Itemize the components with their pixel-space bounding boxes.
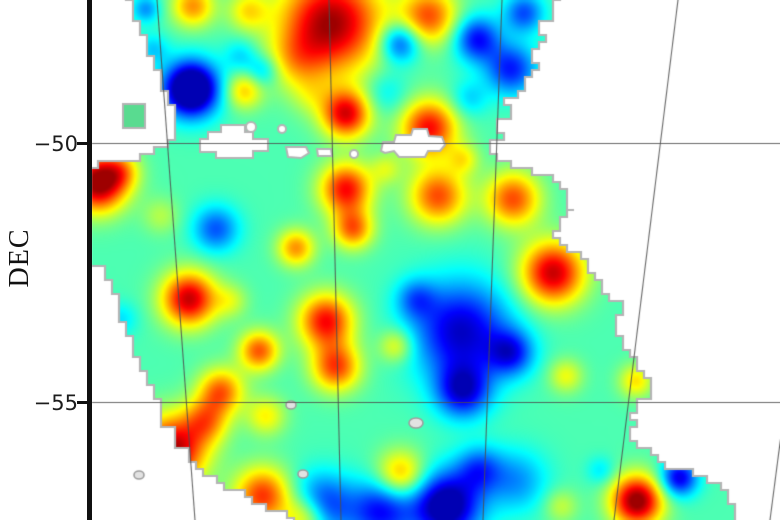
y-tick-mark-50 bbox=[77, 142, 87, 145]
y-tick-label-55: −55 bbox=[33, 391, 78, 415]
y-tick-label-50: −50 bbox=[33, 132, 78, 156]
y-tick-mark-55 bbox=[77, 401, 87, 404]
y-axis-label: DEC bbox=[4, 228, 35, 288]
y-axis-spine bbox=[87, 0, 92, 520]
